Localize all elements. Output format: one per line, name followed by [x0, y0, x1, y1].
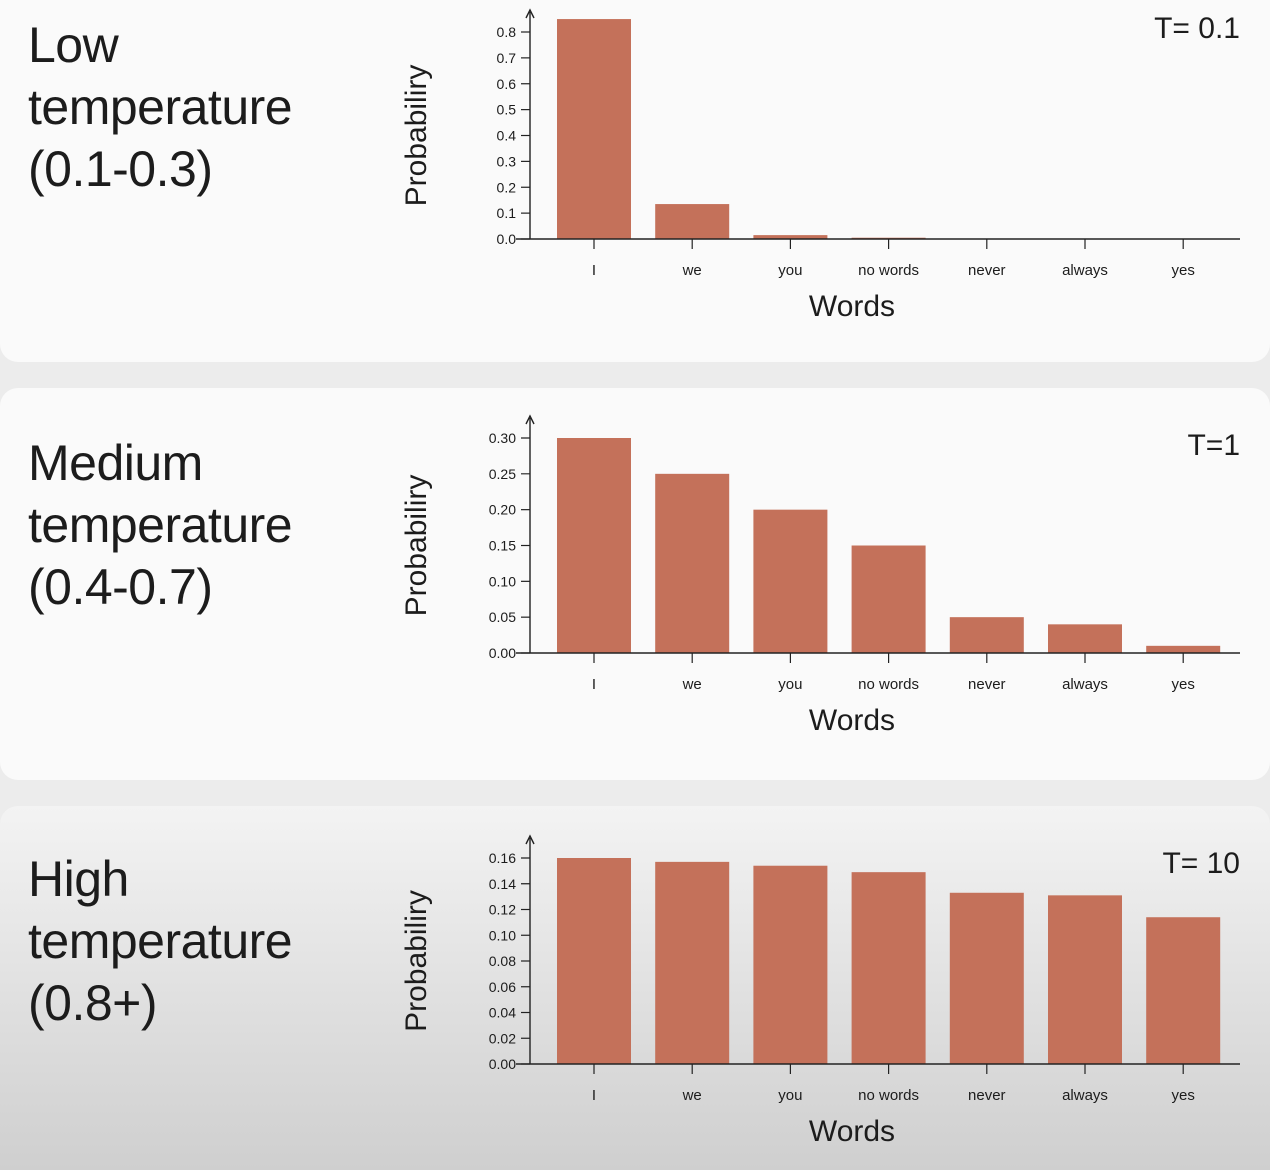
x-tick-label: never — [968, 1087, 1006, 1104]
medium-temperature-panel: Medium temperature (0.4-0.7) 0.00 0.05 0.1… — [0, 388, 1270, 780]
y-tick-label: 0.3 — [497, 153, 517, 169]
probability-chart-low: 0.0 0.1 0.2 0.3 0.4 0.5 0.6 0.7 0.8 I we you no word… — [400, 8, 1240, 323]
bar-we — [655, 473, 730, 653]
x-tick-label: we — [682, 262, 702, 279]
y-axis-arrow — [525, 414, 535, 425]
x-tick-label: I — [592, 262, 596, 279]
bar-no-words — [851, 545, 926, 653]
bar-yes — [1146, 917, 1221, 1064]
y-axis-title: Probabiliry — [400, 65, 433, 207]
x-tick-label: no words — [858, 1087, 919, 1104]
y-tick-label: 0.08 — [489, 953, 516, 969]
y-tick-label: 0.6 — [497, 76, 517, 92]
y-tick-label: 0.15 — [489, 538, 516, 554]
panel-label: Low temperature (0.1-0.3) — [28, 14, 293, 200]
x-tick-label: never — [968, 676, 1006, 693]
x-tick-label: always — [1062, 262, 1108, 279]
y-tick-label: 0.04 — [489, 1005, 516, 1021]
bar-we — [655, 204, 730, 239]
label-line: (0.4-0.7) — [28, 559, 213, 615]
y-tick-label: 0.16 — [489, 850, 516, 866]
y-tick-label: 0.14 — [489, 876, 516, 892]
x-tick-label: yes — [1172, 676, 1195, 693]
y-axis-arrow — [525, 8, 535, 19]
bar-always — [1048, 895, 1122, 1064]
x-tick-label: I — [592, 676, 596, 693]
y-tick-label: 0.25 — [489, 466, 516, 482]
y-axis-title: Probabiliry — [400, 890, 433, 1032]
x-tick-label: no words — [858, 262, 919, 279]
y-tick-label: 0.10 — [489, 927, 516, 943]
y-axis-arrow — [525, 834, 535, 845]
x-tick-label: we — [682, 676, 702, 693]
bar-always — [1048, 624, 1122, 653]
bar-you — [753, 509, 828, 653]
x-axis-title: Words — [809, 290, 895, 323]
x-tick-label: yes — [1172, 1087, 1195, 1104]
bar-no-words — [851, 872, 926, 1064]
x-tick-label: we — [682, 1087, 702, 1104]
x-tick-label: never — [968, 262, 1006, 279]
y-tick-label: 0.8 — [497, 24, 517, 40]
label-line: (0.1-0.3) — [28, 141, 213, 197]
y-tick-label: 0.30 — [489, 430, 516, 446]
y-axis-title: Probabiliry — [400, 475, 433, 617]
x-tick-label: always — [1062, 1087, 1108, 1104]
x-tick-label: yes — [1172, 262, 1195, 279]
high-temperature-panel: High temperature (0.8+) 0.00 0.02 0.04 0.06… — [0, 806, 1270, 1170]
bar-we — [655, 861, 730, 1064]
x-axis-title: Words — [809, 1115, 895, 1148]
x-tick-label: you — [778, 1087, 802, 1104]
label-line: High — [28, 851, 129, 907]
bar-never — [949, 892, 1024, 1064]
x-tick-label: no words — [858, 676, 919, 693]
y-tick-label: 0.7 — [497, 50, 517, 66]
x-tick-label: I — [592, 1087, 596, 1104]
bar-i — [557, 438, 631, 653]
y-tick-label: 0.10 — [489, 573, 516, 589]
bar-never — [949, 617, 1024, 653]
y-tick-label: 0.02 — [489, 1030, 516, 1046]
panel-label: High temperature (0.8+) — [28, 848, 293, 1034]
probability-chart-high: 0.00 0.02 0.04 0.06 0.08 0.10 0.12 0.14 0.16 I we y… — [400, 834, 1240, 1148]
label-line: temperature — [28, 913, 293, 969]
label-line: Low — [28, 17, 119, 73]
bar-yes — [1146, 645, 1221, 653]
bar-i — [557, 858, 631, 1064]
x-tick-label: always — [1062, 676, 1108, 693]
y-tick-label: 0.2 — [497, 179, 517, 195]
y-tick-label: 0.12 — [489, 902, 516, 918]
panel-label: Medium temperature (0.4-0.7) — [28, 432, 293, 618]
low-temperature-panel: Low temperature (0.1-0.3) 0.0 0.1 0.2 0.3 0.… — [0, 0, 1270, 362]
y-tick-label: 0.4 — [497, 128, 517, 144]
y-tick-label: 0.05 — [489, 609, 516, 625]
y-tick-label: 0.5 — [497, 102, 517, 118]
x-axis-title: Words — [809, 704, 895, 737]
temperature-annotation: T=1 — [1187, 429, 1240, 462]
y-tick-label: 0.00 — [489, 1056, 516, 1072]
label-line: (0.8+) — [28, 975, 158, 1031]
probability-chart-medium: 0.00 0.05 0.10 0.15 0.20 0.25 0.30 I we you no wor… — [400, 414, 1240, 737]
label-line: temperature — [28, 497, 293, 553]
bar-i — [557, 19, 631, 239]
y-tick-label: 0.20 — [489, 502, 516, 518]
x-tick-label: you — [778, 262, 802, 279]
bar-you — [753, 235, 828, 239]
label-line: Medium — [28, 435, 203, 491]
x-tick-label: you — [778, 676, 802, 693]
y-tick-label: 0.1 — [497, 205, 517, 221]
y-tick-label: 0.00 — [489, 645, 516, 661]
temperature-annotation: T= 10 — [1162, 847, 1240, 880]
y-tick-label: 0.0 — [497, 231, 517, 247]
bar-you — [753, 865, 828, 1064]
y-tick-label: 0.06 — [489, 979, 516, 995]
temperature-annotation: T= 0.1 — [1154, 12, 1240, 45]
label-line: temperature — [28, 79, 293, 135]
